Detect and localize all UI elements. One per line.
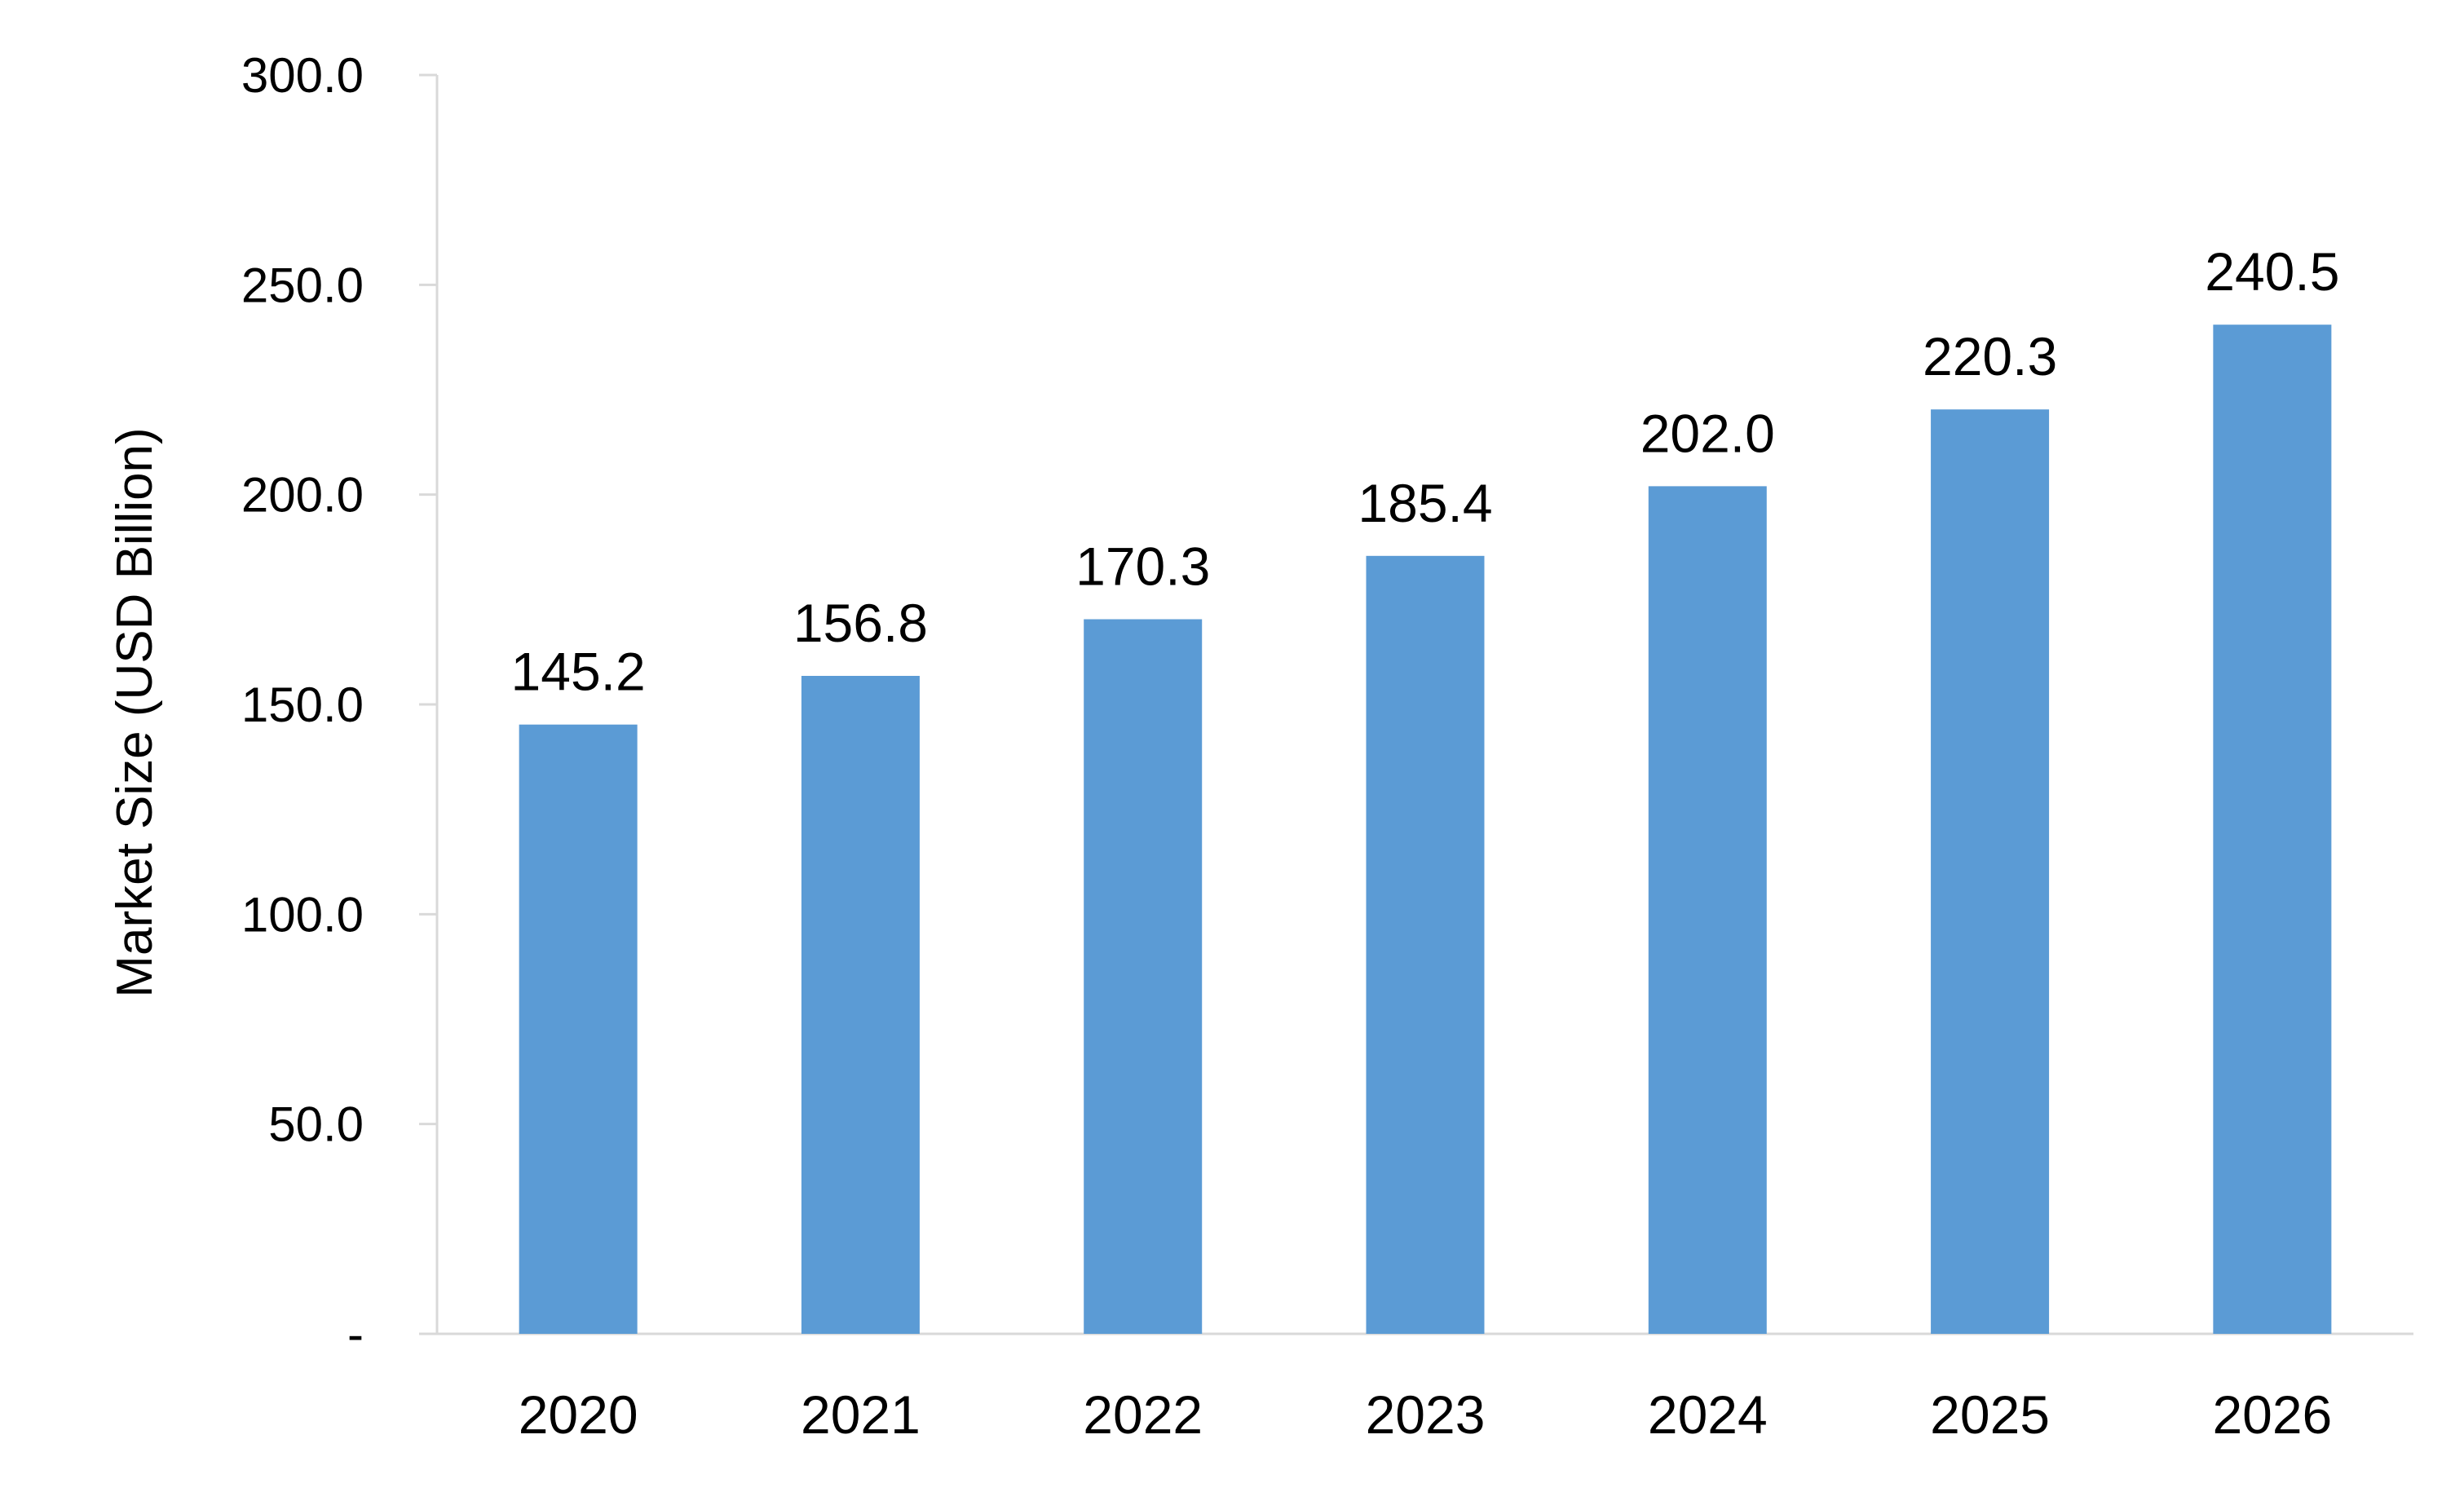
x-tick-label-2023: 2023: [1366, 1384, 1486, 1445]
x-tick-label-2020: 2020: [519, 1384, 638, 1445]
bar-2022: [1084, 619, 1203, 1334]
y-tick-label: 150.0: [241, 678, 364, 732]
y-tick-label: 300.0: [241, 48, 364, 103]
bar-2026: [2213, 324, 2332, 1334]
y-axis: - 50.0 100.0 150.0 200.0 250.0 300.0: [241, 48, 439, 1362]
data-label-2026: 240.5: [2205, 241, 2339, 302]
x-tick-label-2026: 2026: [2212, 1384, 2332, 1445]
x-tick-label-2022: 2022: [1083, 1384, 1203, 1445]
bar-2024: [1648, 486, 1767, 1335]
y-tick-label: 50.0: [268, 1097, 364, 1152]
data-label-2025: 220.3: [1923, 326, 2057, 386]
data-labels: 145.2 156.8 170.3 185.4 202.0 220.3 240.5: [511, 241, 2340, 701]
data-label-2020: 145.2: [511, 642, 646, 702]
x-tick-label-2025: 2025: [1930, 1384, 2050, 1445]
bar-2020: [519, 724, 638, 1334]
bar-2025: [1931, 409, 2050, 1334]
y-tick-label: -: [347, 1307, 364, 1362]
y-tick-label: 100.0: [241, 887, 364, 942]
bar-2021: [801, 676, 920, 1334]
y-axis-title: Market Size (USD Billion): [107, 427, 163, 997]
data-label-2022: 170.3: [1075, 536, 1210, 597]
y-tick-label: 250.0: [241, 258, 364, 312]
y-tick-label: 200.0: [241, 468, 364, 523]
data-label-2023: 185.4: [1358, 473, 1492, 533]
bars: [519, 324, 2332, 1335]
bar-2023: [1366, 555, 1485, 1334]
data-label-2024: 202.0: [1640, 403, 1775, 463]
x-tick-label-2024: 2024: [1648, 1384, 1768, 1445]
x-tick-label-2021: 2021: [801, 1384, 921, 1445]
data-label-2021: 156.8: [793, 593, 928, 653]
x-axis: 2020 2021 2022 2023 2024 2025 2026: [419, 1332, 2413, 1445]
